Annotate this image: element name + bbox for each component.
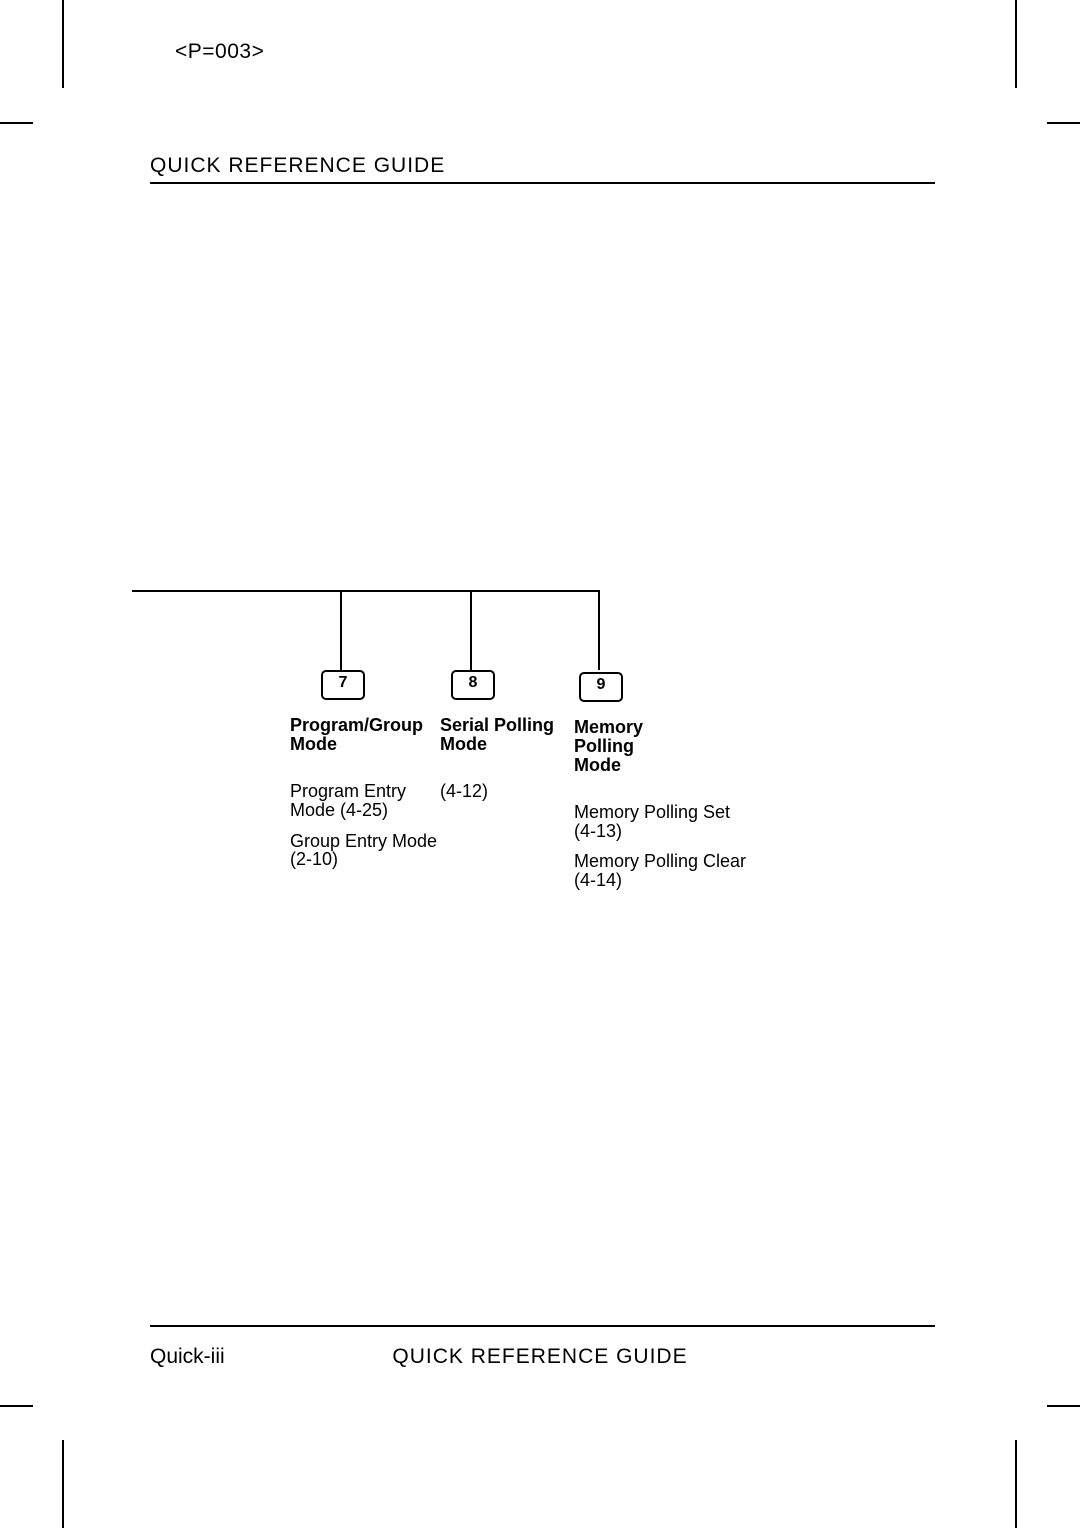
column-heading: Serial Polling Mode xyxy=(440,716,570,754)
keypad-key-9: 9 xyxy=(579,672,623,702)
trim-mark xyxy=(62,1440,64,1528)
tree-column-serial-polling: Serial Polling Mode (4-12) xyxy=(440,716,570,813)
mode-tree-diagram: 7 8 9 Program/Group Mode Program Entry M… xyxy=(150,590,940,990)
column-item: (4-12) xyxy=(440,782,570,801)
tree-hline xyxy=(132,590,600,592)
column-item: Group Entry Mode (2-10) xyxy=(290,832,440,870)
column-heading: Memory Polling Mode xyxy=(574,718,664,775)
footer-rule xyxy=(150,1325,935,1327)
section-header: QUICK REFERENCE GUIDE xyxy=(150,154,935,184)
column-heading: Program/Group Mode xyxy=(290,716,440,754)
tree-vline xyxy=(340,590,342,670)
column-item: Memory Polling Clear (4-14) xyxy=(574,852,754,890)
keypad-key-8: 8 xyxy=(451,670,495,700)
column-item: Program Entry Mode (4-25) xyxy=(290,782,440,820)
trim-mark xyxy=(1015,0,1017,88)
tree-column-program-group: Program/Group Mode Program Entry Mode (4… xyxy=(290,716,440,881)
trim-mark xyxy=(1015,1440,1017,1528)
trim-mark xyxy=(0,122,33,124)
page-tag: <P=003> xyxy=(175,40,930,64)
page: <P=003> QUICK REFERENCE GUIDE 7 8 9 Prog… xyxy=(0,0,1080,1528)
keypad-key-7: 7 xyxy=(321,670,365,700)
tree-column-memory-polling: Memory Polling Mode Memory Polling Set (… xyxy=(574,718,754,902)
content-area: <P=003> QUICK REFERENCE GUIDE xyxy=(150,40,930,184)
trim-mark xyxy=(0,1405,33,1407)
trim-mark xyxy=(1047,122,1080,124)
footer-page-label: Quick-iii xyxy=(150,1345,225,1369)
trim-mark xyxy=(62,0,64,88)
column-item: Memory Polling Set (4-13) xyxy=(574,803,754,841)
tree-vline xyxy=(470,590,472,670)
trim-mark xyxy=(1047,1405,1080,1407)
tree-vline xyxy=(598,590,600,670)
